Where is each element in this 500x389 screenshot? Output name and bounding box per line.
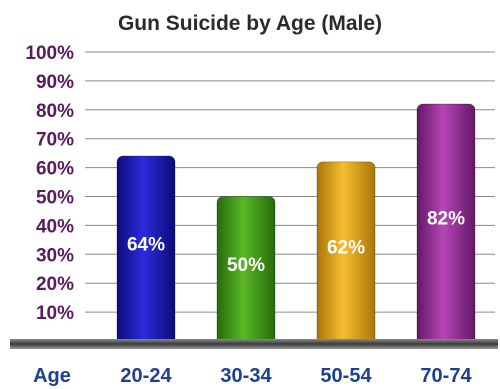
y-tick-label: 40% (36, 216, 74, 237)
y-tick-label: 20% (36, 274, 74, 295)
bar-value-label: 62% (327, 237, 365, 258)
x-axis-baseline (10, 339, 498, 349)
y-tick-label: 60% (36, 159, 74, 180)
y-tick-label: 100% (25, 43, 74, 64)
x-tick-label: 20-24 (120, 365, 172, 387)
y-tick-label: 90% (36, 72, 74, 93)
x-tick-label: 30-34 (220, 365, 272, 387)
bar-value-label: 50% (227, 255, 265, 276)
y-axis-ticks: 10% 20% 30% 40% 50% 60% 70% 80% 90% 100% (25, 43, 74, 324)
x-tick-label: 70-74 (420, 365, 472, 387)
y-tick-label: 50% (36, 188, 74, 209)
x-axis-ticks: 20-24 30-34 50-54 70-74 (120, 365, 472, 387)
bar-value-label: 82% (427, 209, 465, 230)
y-tick-label: 80% (36, 101, 74, 122)
x-tick-label: 50-54 (320, 365, 372, 387)
bars: 64% 50% 62% 82% (116, 103, 476, 346)
bar-value-label: 64% (127, 235, 165, 256)
x-axis-label: Age (33, 365, 71, 387)
y-tick-label: 30% (36, 245, 74, 266)
y-tick-label: 10% (36, 303, 74, 324)
y-tick-label: 70% (36, 130, 74, 151)
chart-title: Gun Suicide by Age (Male) (118, 12, 382, 35)
